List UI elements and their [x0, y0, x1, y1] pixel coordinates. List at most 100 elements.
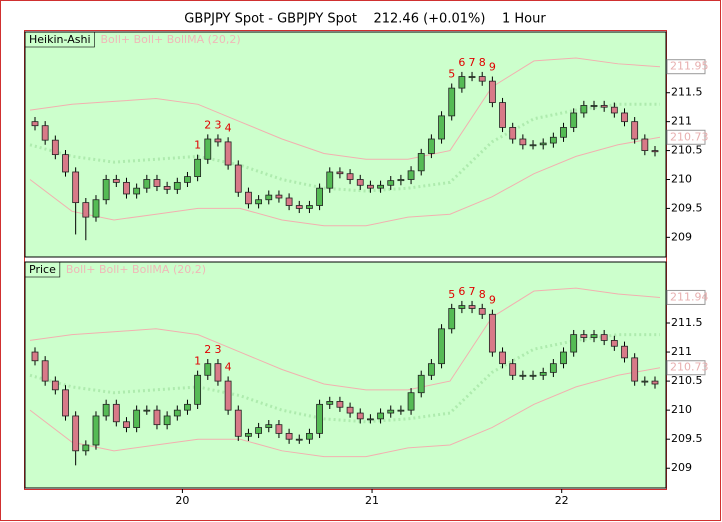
- candle-body: [224, 380, 232, 411]
- candle-body: [417, 153, 425, 172]
- candle-body: [41, 360, 49, 382]
- candle-body: [72, 415, 80, 452]
- candle-body: [346, 406, 354, 414]
- candle-body: [580, 105, 588, 114]
- y-tick-label: 209: [671, 461, 692, 474]
- band-upper: [29, 57, 661, 160]
- candle-body: [255, 199, 263, 205]
- candle-body: [529, 144, 537, 147]
- end-label-box: [666, 360, 706, 376]
- candle-body: [326, 401, 334, 405]
- candle-body: [62, 389, 69, 417]
- candle-body: [631, 121, 639, 140]
- candle-body: [184, 176, 191, 183]
- y-tick-label: 211.5: [671, 316, 703, 329]
- candle-body: [549, 136, 557, 144]
- sequence-label: 4: [225, 121, 232, 134]
- panel-background: [24, 261, 667, 489]
- candle-body: [234, 164, 242, 193]
- candle-body: [448, 308, 456, 330]
- panel-label: Heikin-Ashi: [29, 33, 91, 46]
- candle-body: [163, 186, 171, 190]
- candle-body: [367, 184, 374, 189]
- candle-body: [214, 138, 222, 143]
- sequence-label: 1: [194, 139, 201, 152]
- y-tick-label: 211: [671, 115, 692, 128]
- candle-body: [326, 171, 334, 189]
- candle-body: [51, 380, 59, 391]
- candle-body: [488, 80, 496, 103]
- sequence-label: 2: [204, 343, 211, 356]
- candle-body: [265, 194, 273, 201]
- candle-body: [184, 403, 191, 411]
- candle-body: [112, 179, 120, 183]
- candle-body: [600, 105, 608, 108]
- candle-body: [478, 308, 486, 315]
- candle-body: [173, 181, 181, 190]
- candle-body: [306, 205, 313, 209]
- candle-body: [234, 409, 242, 437]
- candle-body: [621, 112, 628, 123]
- sequence-label: 7: [469, 285, 476, 298]
- y-tick-label: 210: [671, 172, 692, 185]
- candle-body: [62, 154, 69, 173]
- y-tick-label: 210.5: [671, 374, 703, 387]
- candle-body: [163, 415, 171, 426]
- candle-body: [621, 345, 628, 359]
- candle-body: [407, 170, 415, 180]
- candle-body: [570, 112, 578, 128]
- chart-title: GBPJPY Spot - GBPJPY Spot 212.46 (+0.01%…: [184, 12, 546, 27]
- y-tick-label: 210.5: [671, 144, 703, 157]
- candle-body: [397, 179, 405, 182]
- candle-body: [631, 357, 639, 382]
- end-label-box: [666, 129, 706, 145]
- candle-body: [275, 194, 283, 199]
- candle-body: [641, 380, 649, 383]
- y-tick-label: 211.5: [671, 86, 703, 99]
- y-tick-label: 211: [671, 345, 692, 358]
- candle-body: [306, 432, 313, 440]
- sequence-label: 2: [204, 118, 211, 131]
- sequence-label: 5: [448, 67, 455, 80]
- candle-body: [143, 179, 151, 189]
- candle-body: [356, 412, 364, 420]
- candle-body: [367, 418, 374, 421]
- candle-body: [387, 180, 395, 186]
- y-tick-label: 209: [671, 230, 692, 243]
- y-tick-label: 209.5: [671, 432, 703, 445]
- candle-body: [417, 374, 425, 394]
- panel-frame: [24, 30, 667, 490]
- panel-label: Price: [29, 263, 56, 276]
- candle-body: [509, 127, 517, 140]
- candle-body: [468, 76, 476, 78]
- sequence-label: 9: [489, 294, 496, 307]
- sequence-label: 8: [479, 56, 486, 69]
- end-label: 210.73: [670, 130, 709, 143]
- candle-body: [468, 305, 476, 309]
- candle-body: [499, 351, 506, 365]
- candle-body: [224, 141, 232, 166]
- candle-body: [41, 125, 49, 141]
- candle-body: [72, 171, 80, 204]
- candle-body: [458, 76, 466, 89]
- panel-label-box: [24, 31, 95, 48]
- candle-body: [92, 199, 100, 218]
- candle-body: [590, 334, 598, 338]
- x-tick-label: 22: [555, 494, 569, 507]
- band-lower: [29, 367, 661, 458]
- sequence-label: 6: [458, 56, 465, 69]
- candle-body: [458, 305, 466, 309]
- y-tick-label: 210: [671, 403, 692, 416]
- sequence-label: 9: [489, 61, 496, 74]
- candle-body: [214, 363, 222, 382]
- candle-body: [112, 403, 120, 423]
- sequence-label: 5: [448, 288, 455, 301]
- candle-body: [427, 138, 435, 154]
- candle-body: [285, 197, 293, 206]
- sequence-label: 3: [214, 118, 221, 131]
- candle-body: [387, 409, 395, 414]
- sequence-label: 7: [469, 56, 476, 69]
- candle-body: [204, 138, 212, 160]
- indicator-label: Boll+ Boll+ BollMA (20,2): [66, 263, 206, 276]
